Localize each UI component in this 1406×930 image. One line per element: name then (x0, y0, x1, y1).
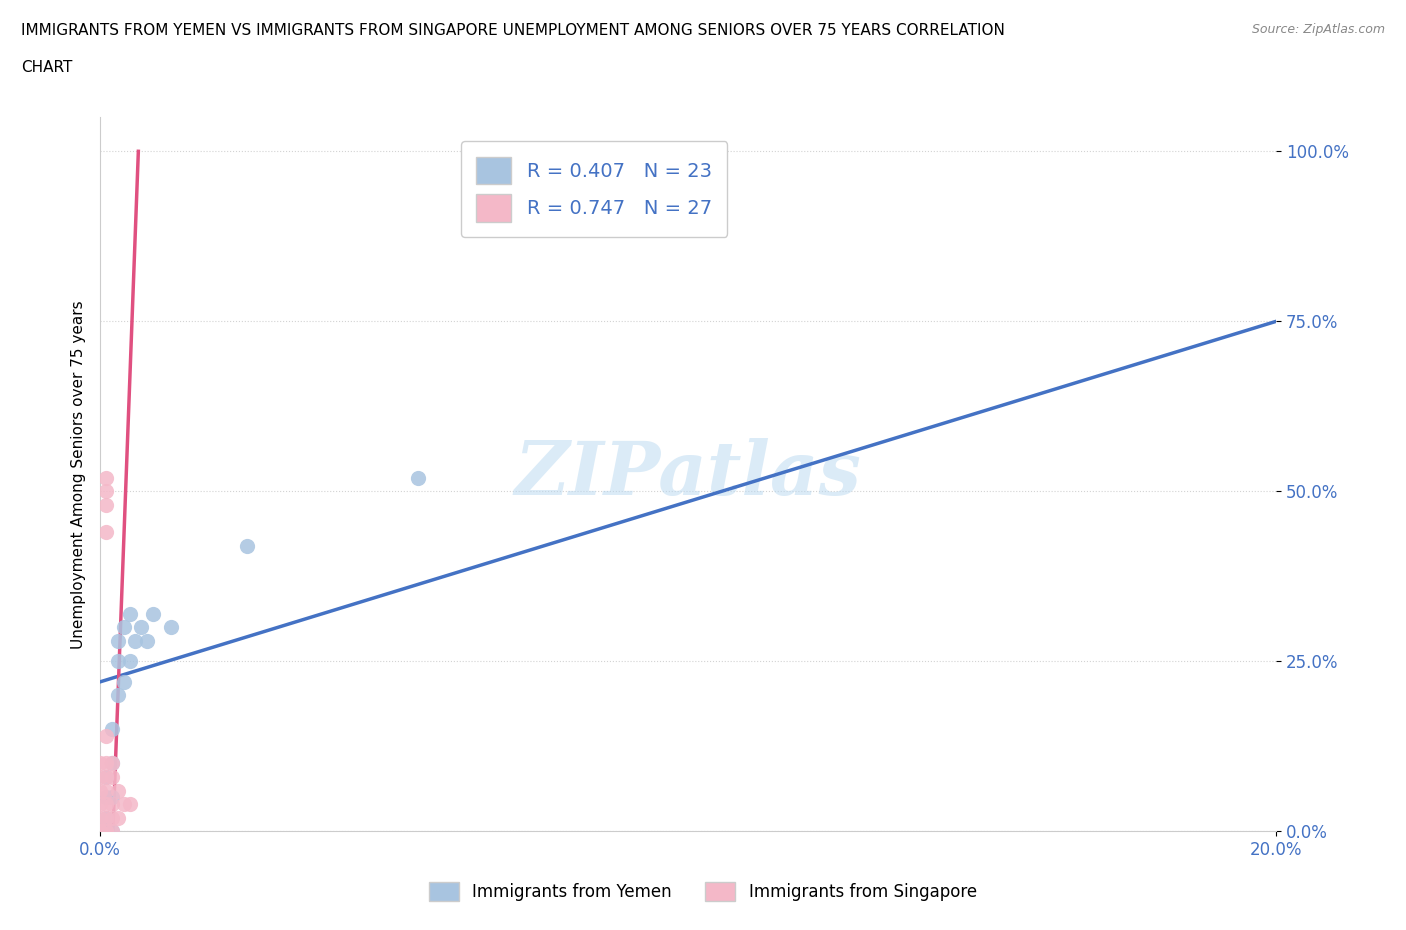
Point (101, 756, 124, 771)
Point (136, 633, 159, 648)
Point (107, 654, 129, 669)
Text: IMMIGRANTS FROM YEMEN VS IMMIGRANTS FROM SINGAPORE UNEMPLOYMENT AMONG SENIORS OV: IMMIGRANTS FROM YEMEN VS IMMIGRANTS FROM… (21, 23, 1005, 38)
Point (107, 688, 129, 703)
Point (101, 824, 124, 839)
Point (94, 790, 117, 804)
Point (94, 810, 117, 825)
Point (94, 797, 117, 812)
Point (101, 797, 124, 812)
Point (107, 633, 129, 648)
Point (112, 797, 135, 812)
Point (89, 824, 111, 839)
Point (406, 471, 429, 485)
Point (94, 498, 117, 512)
Point (142, 606, 165, 621)
Point (89, 797, 111, 812)
Text: Source: ZipAtlas.com: Source: ZipAtlas.com (1251, 23, 1385, 36)
Point (94, 525, 117, 539)
Point (94, 824, 117, 839)
Point (94, 783, 117, 798)
Point (94, 729, 117, 744)
Point (112, 620, 135, 635)
Point (94, 770, 117, 785)
Point (94, 824, 117, 839)
Legend: Immigrants from Yemen, Immigrants from Singapore: Immigrants from Yemen, Immigrants from S… (422, 875, 984, 908)
Point (94, 810, 117, 825)
Point (236, 538, 259, 553)
Point (89, 783, 111, 798)
Point (101, 722, 124, 737)
Point (118, 797, 141, 812)
Text: CHART: CHART (21, 60, 73, 75)
Point (89, 756, 111, 771)
Point (89, 770, 111, 785)
Point (94, 770, 117, 785)
Point (118, 654, 141, 669)
Point (94, 471, 117, 485)
Y-axis label: Unemployment Among Seniors over 75 years: Unemployment Among Seniors over 75 years (72, 300, 86, 649)
Point (124, 633, 146, 648)
Point (94, 756, 117, 771)
Point (118, 606, 141, 621)
Point (129, 620, 152, 635)
Point (89, 810, 111, 825)
Point (159, 620, 181, 635)
Point (101, 756, 124, 771)
Point (112, 674, 135, 689)
Point (101, 810, 124, 825)
Point (101, 790, 124, 804)
Point (101, 770, 124, 785)
Point (107, 783, 129, 798)
Text: ZIPatlas: ZIPatlas (515, 438, 862, 511)
Point (94, 484, 117, 498)
Point (101, 824, 124, 839)
Legend: R = 0.407   N = 23, R = 0.747   N = 27: R = 0.407 N = 23, R = 0.747 N = 27 (461, 141, 727, 237)
Point (94, 824, 117, 839)
Point (89, 824, 111, 839)
Point (107, 810, 129, 825)
